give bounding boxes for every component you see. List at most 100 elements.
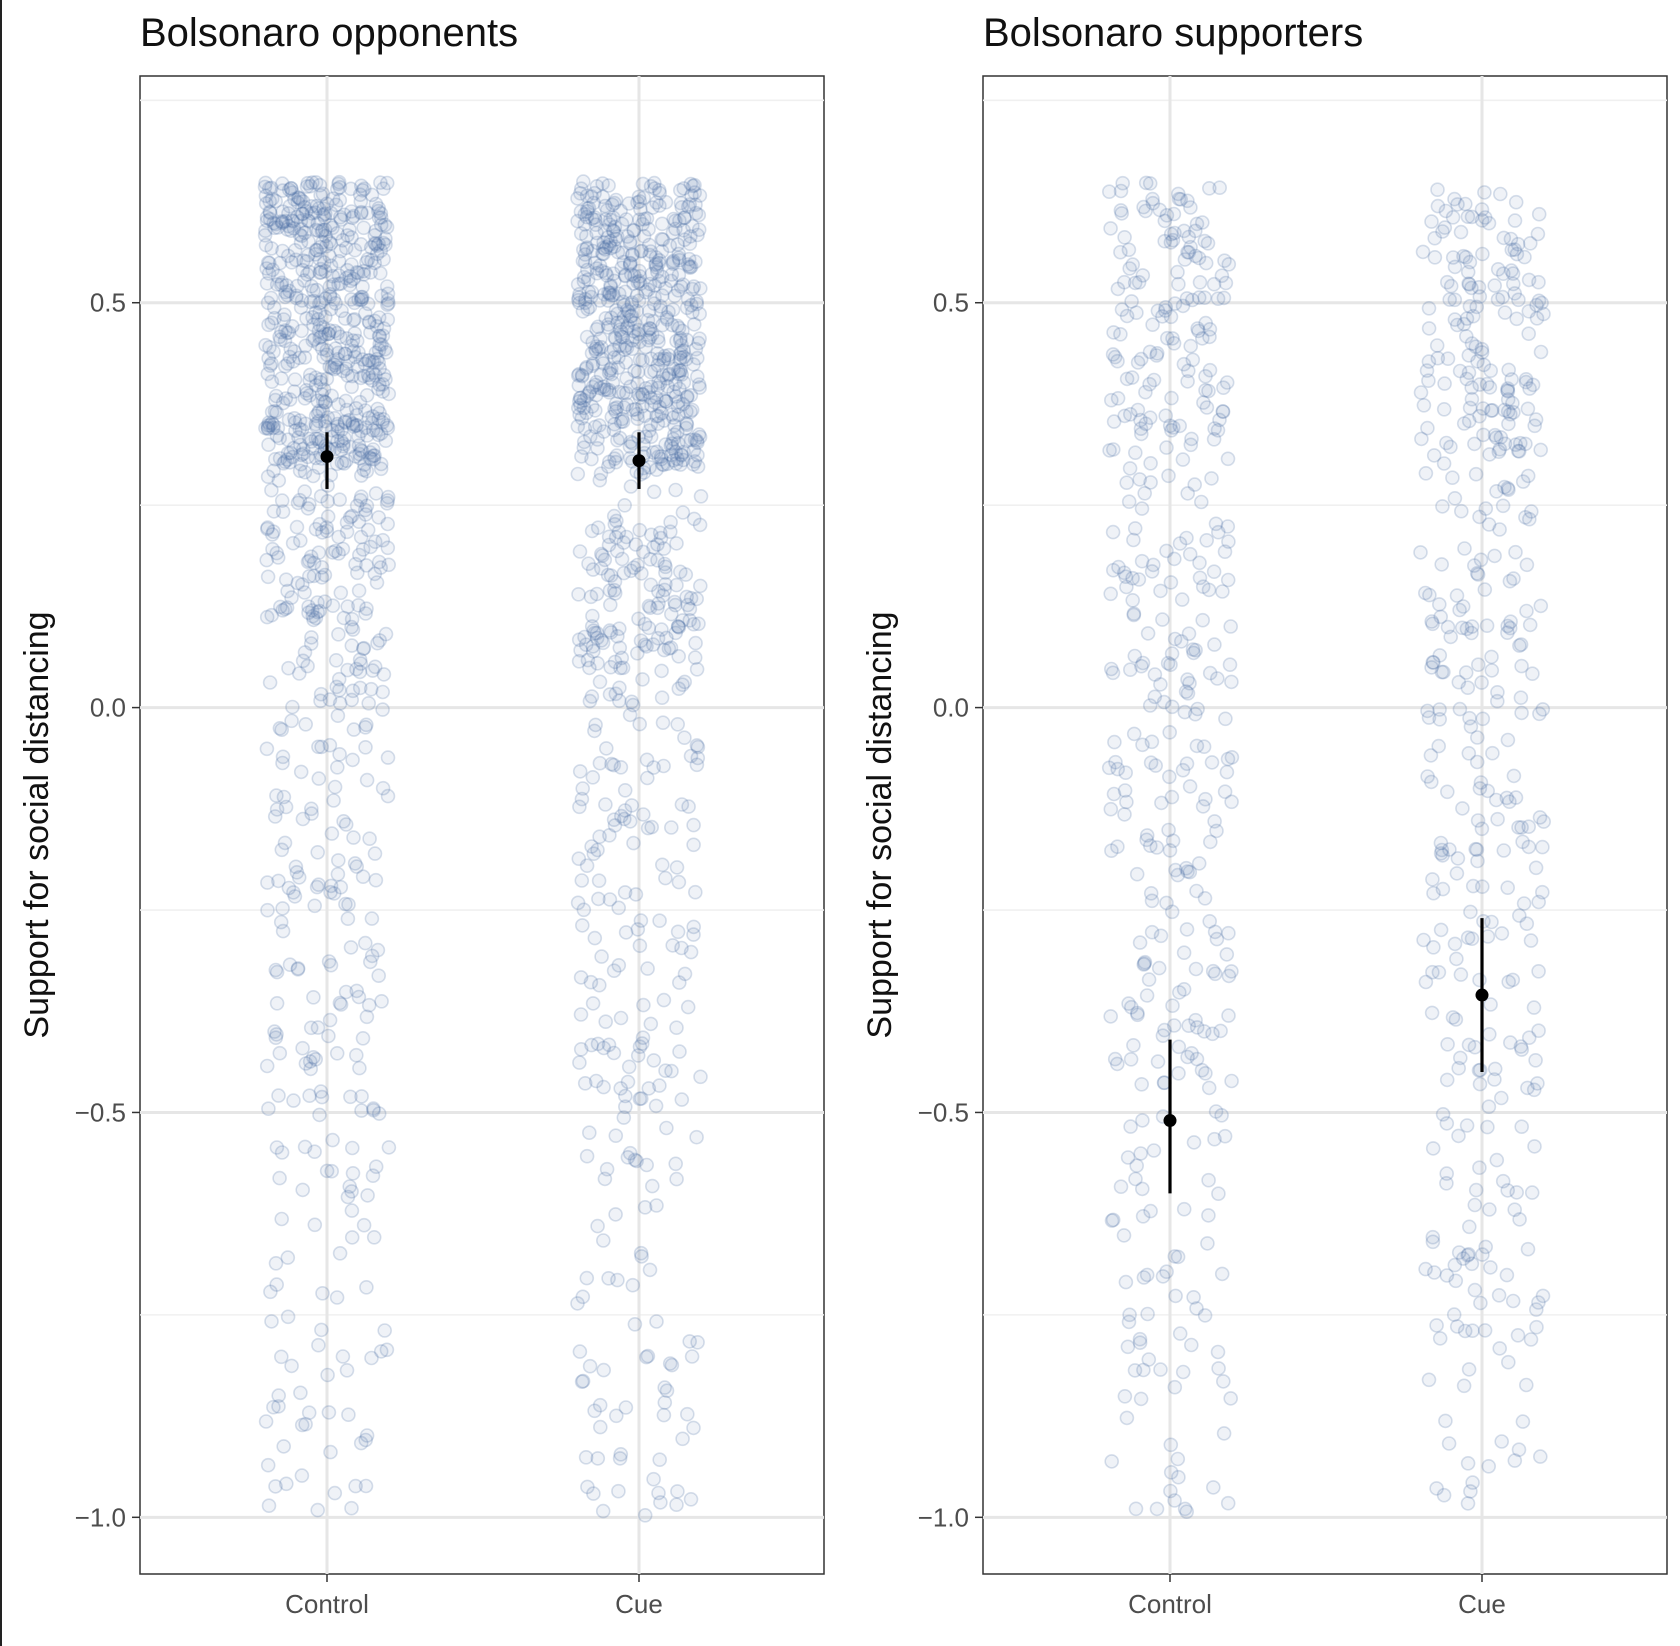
response-point — [1196, 739, 1212, 755]
response-point — [327, 357, 343, 373]
response-point — [607, 574, 623, 589]
response-point — [379, 418, 395, 433]
response-point — [629, 1153, 644, 1169]
response-point — [625, 435, 640, 451]
response-point — [667, 594, 683, 610]
response-point — [589, 625, 605, 641]
response-point — [611, 693, 627, 709]
response-point — [266, 215, 282, 231]
response-point — [319, 196, 335, 212]
response-point — [669, 860, 685, 875]
response-point — [1436, 456, 1452, 471]
response-point — [587, 723, 602, 739]
response-point — [312, 317, 328, 333]
response-point — [618, 1400, 634, 1415]
response-point — [1487, 278, 1502, 293]
response-point — [1183, 437, 1199, 453]
response-point — [1202, 913, 1217, 929]
response-point — [346, 343, 362, 359]
response-point — [278, 213, 294, 229]
response-point — [612, 1451, 628, 1466]
response-point — [1416, 932, 1431, 948]
response-point — [265, 262, 280, 278]
response-point — [267, 809, 283, 824]
response-point — [268, 962, 284, 978]
response-point — [282, 455, 298, 470]
response-point — [570, 1296, 585, 1311]
response-point — [1469, 565, 1485, 581]
response-point — [1445, 470, 1460, 486]
response-point — [317, 326, 333, 342]
response-point — [314, 570, 330, 585]
response-point — [325, 598, 341, 614]
response-point — [1175, 452, 1191, 467]
response-point — [1140, 626, 1156, 641]
response-point — [321, 234, 337, 249]
response-point — [657, 582, 672, 598]
response-point — [651, 596, 666, 611]
response-point — [634, 566, 649, 581]
response-point — [336, 456, 352, 471]
response-point — [313, 488, 329, 504]
response-point — [280, 452, 295, 467]
response-point — [644, 1178, 660, 1194]
response-point — [1216, 1426, 1232, 1441]
response-point — [1220, 451, 1236, 467]
response-point — [640, 1348, 656, 1364]
response-point — [637, 1508, 653, 1523]
response-point — [693, 1069, 708, 1085]
response-point — [342, 268, 357, 284]
response-point — [278, 391, 294, 406]
response-point — [264, 607, 280, 623]
response-point — [656, 457, 671, 473]
response-point — [685, 178, 701, 194]
response-point — [270, 220, 286, 235]
response-point — [1104, 1454, 1119, 1469]
response-point — [646, 760, 662, 775]
response-point — [1463, 1484, 1478, 1499]
response-point — [1208, 1104, 1224, 1119]
response-point — [347, 349, 363, 365]
response-point — [313, 188, 328, 203]
response-point — [310, 1502, 326, 1518]
response-point — [1129, 866, 1145, 882]
response-point — [356, 368, 372, 384]
response-point — [364, 187, 380, 203]
response-point — [301, 553, 317, 568]
response-point — [588, 717, 603, 733]
response-point — [592, 829, 607, 845]
response-point — [1224, 964, 1239, 979]
response-point — [308, 408, 324, 424]
response-point — [633, 633, 649, 649]
response-point — [602, 597, 618, 613]
response-point — [381, 296, 396, 311]
response-point — [664, 317, 680, 333]
response-point — [692, 578, 708, 594]
response-point — [583, 974, 599, 990]
response-point — [359, 463, 375, 479]
response-point — [1216, 1374, 1231, 1389]
response-point — [297, 484, 313, 499]
response-point — [267, 403, 283, 419]
response-point — [340, 1189, 356, 1205]
response-point — [1455, 599, 1471, 614]
response-point — [332, 209, 348, 225]
response-point — [633, 1091, 649, 1106]
response-point — [1188, 706, 1203, 722]
response-point — [299, 254, 314, 269]
response-point — [650, 552, 665, 568]
response-point — [1128, 1501, 1144, 1517]
response-point — [374, 288, 389, 304]
response-point — [1188, 248, 1203, 264]
response-point — [643, 577, 659, 593]
response-point — [657, 556, 673, 572]
response-point — [269, 545, 285, 561]
response-point — [666, 253, 681, 269]
response-point — [658, 870, 673, 886]
response-point — [326, 291, 342, 307]
response-point — [373, 217, 389, 233]
response-point — [1125, 257, 1140, 272]
response-point — [330, 416, 345, 432]
response-point — [371, 1106, 387, 1121]
y-tick-label: 0.0 — [933, 693, 969, 723]
